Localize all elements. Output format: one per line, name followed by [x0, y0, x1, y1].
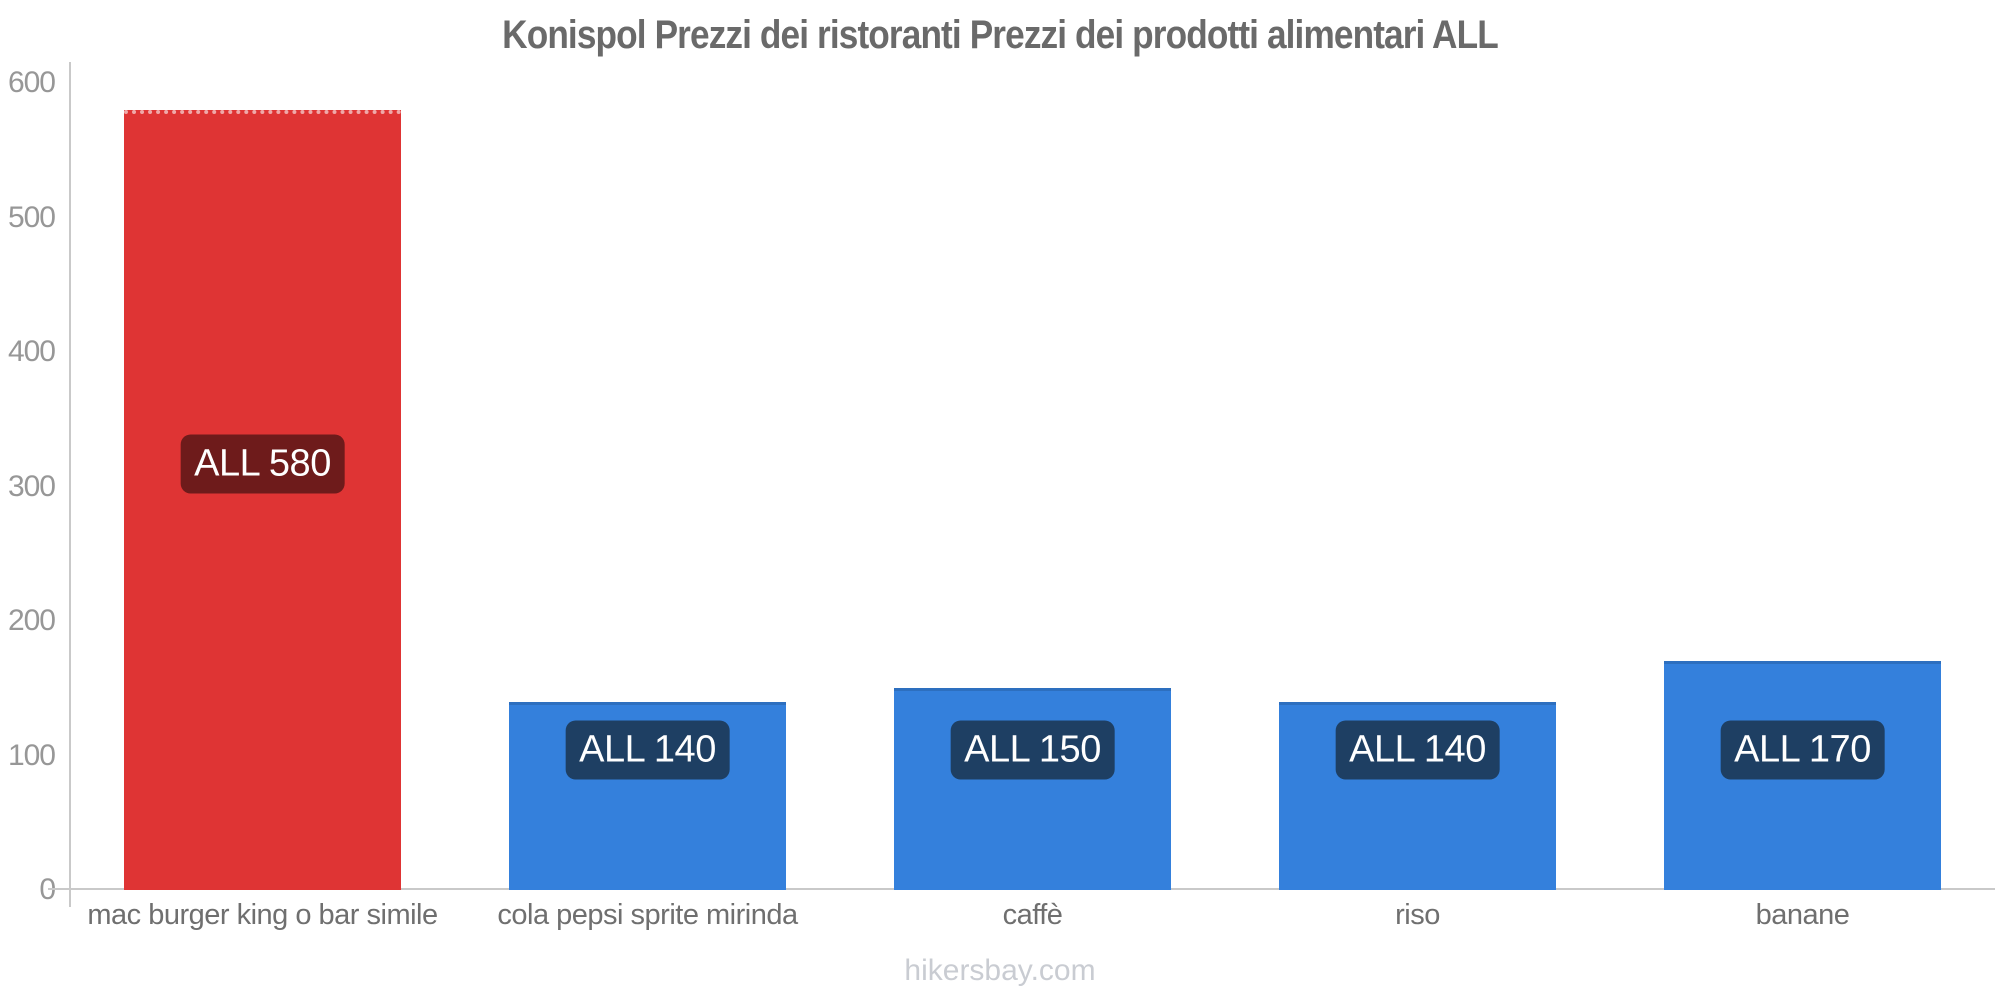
x-category-label: mac burger king o bar simile	[87, 899, 438, 931]
y-tick-label: 100	[7, 738, 56, 772]
x-category-label: riso	[1395, 899, 1440, 931]
chart-title: Konispol Prezzi dei ristoranti Prezzi de…	[502, 13, 1499, 57]
y-tick-label: 300	[7, 469, 56, 503]
watermark-text: hikersbay.com	[904, 954, 1096, 987]
x-category-label: cola pepsi sprite mirinda	[497, 899, 798, 931]
x-category-label: banane	[1755, 899, 1850, 931]
y-tick-label: 600	[7, 66, 56, 99]
y-axis-line	[69, 62, 71, 907]
bar-value-label: ALL 140	[565, 720, 730, 780]
bar-3	[894, 688, 1171, 890]
y-tick-label: 400	[7, 335, 56, 368]
bar-value-label: ALL 140	[1335, 720, 1500, 780]
y-tick-label: 0	[39, 873, 56, 907]
bar-value-label: ALL 150	[950, 720, 1115, 780]
x-category-label: caffè	[1002, 899, 1063, 931]
bar-1	[124, 109, 401, 890]
bar-value-label: ALL 170	[1720, 720, 1885, 780]
y-tick-label: 200	[7, 604, 56, 637]
y-axis-labels: 0 100 200 300 400 500 600	[0, 0, 56, 1000]
y-tick-label: 500	[7, 200, 56, 234]
bar-value-label: ALL 580	[180, 434, 345, 494]
